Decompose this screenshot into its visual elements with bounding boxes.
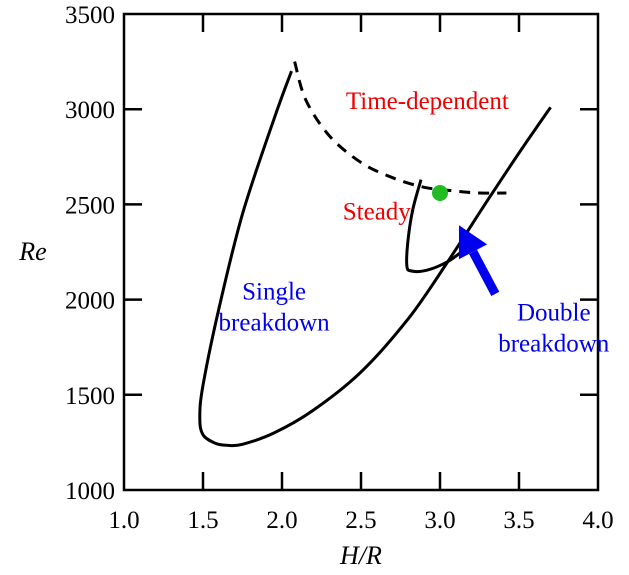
y-axis-label: Re	[18, 237, 46, 266]
x-tick-label: 1.5	[187, 507, 218, 534]
plot-frame	[122, 12, 600, 492]
y-tick-label: 3500	[65, 2, 115, 29]
x-axis-label: H/R	[339, 541, 382, 570]
label-line: Time-dependent	[346, 88, 509, 115]
label-line: Steady	[343, 199, 412, 226]
label-line: Double	[517, 300, 591, 327]
x-axis-label-r: /R	[357, 541, 382, 570]
x-tick-label: 4.0	[582, 507, 613, 534]
label-time-dependent: Time-dependent	[346, 88, 509, 115]
marker-and-arrow	[432, 184, 500, 296]
y-tick-labels: 1000 1500 2000 2500 3000 3500	[65, 2, 115, 505]
x-tick-label: 2.0	[266, 507, 297, 534]
x-tick-marks	[201, 14, 521, 490]
label-double-breakdown: Double breakdown	[498, 300, 610, 358]
curve-solid-0	[198, 70, 552, 448]
y-tick-label: 3000	[65, 97, 115, 124]
y-tick-label: 1000	[65, 478, 115, 505]
y-tick-label: 1500	[65, 383, 115, 410]
x-tick-label: 3.5	[503, 507, 534, 534]
y-tick-label: 2000	[65, 288, 115, 315]
x-tick-label: 1.0	[108, 507, 139, 534]
label-line: breakdown	[498, 331, 610, 358]
arrow-head	[458, 225, 488, 260]
green-marker	[432, 184, 448, 201]
label-steady: Steady	[343, 199, 412, 226]
y-tick-marks	[124, 107, 598, 397]
x-tick-labels: 1.0 1.5 2.0 2.5 3.0 3.5 4.0	[108, 507, 613, 534]
x-tick-label: 2.5	[345, 507, 376, 534]
label-line: breakdown	[219, 310, 331, 337]
x-tick-label: 3.0	[424, 507, 455, 534]
x-axis-label-h: H	[339, 541, 360, 570]
curves	[198, 61, 552, 448]
curve-dashed	[293, 61, 507, 195]
label-single-breakdown: Single breakdown	[219, 279, 331, 337]
label-line: Single	[242, 279, 306, 306]
curve-solid-1	[405, 179, 465, 273]
y-tick-label: 2500	[65, 192, 115, 219]
arrow-shaft	[469, 249, 500, 296]
